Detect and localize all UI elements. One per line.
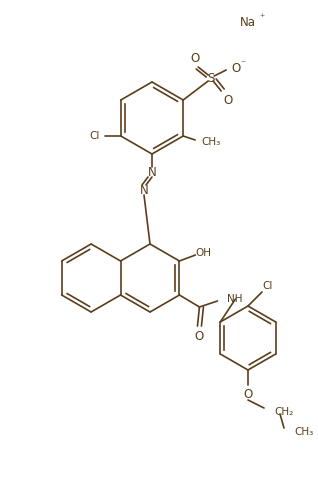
Text: O: O <box>195 330 204 344</box>
Text: ⁺: ⁺ <box>259 13 265 23</box>
Text: N: N <box>140 183 149 197</box>
Text: Cl: Cl <box>263 281 273 291</box>
Text: CH₃: CH₃ <box>201 137 220 147</box>
Text: S: S <box>207 71 215 84</box>
Text: ⁻: ⁻ <box>241 59 246 69</box>
Text: O: O <box>224 94 233 106</box>
Text: Na: Na <box>240 15 256 29</box>
Text: NH: NH <box>227 294 243 304</box>
Text: O: O <box>232 62 241 74</box>
Text: OH: OH <box>196 248 211 258</box>
Text: Cl: Cl <box>90 131 100 141</box>
Text: O: O <box>190 51 200 65</box>
Text: N: N <box>148 166 156 178</box>
Text: O: O <box>243 388 252 401</box>
Text: CH₂: CH₂ <box>274 407 293 417</box>
Text: CH₃: CH₃ <box>294 427 313 437</box>
